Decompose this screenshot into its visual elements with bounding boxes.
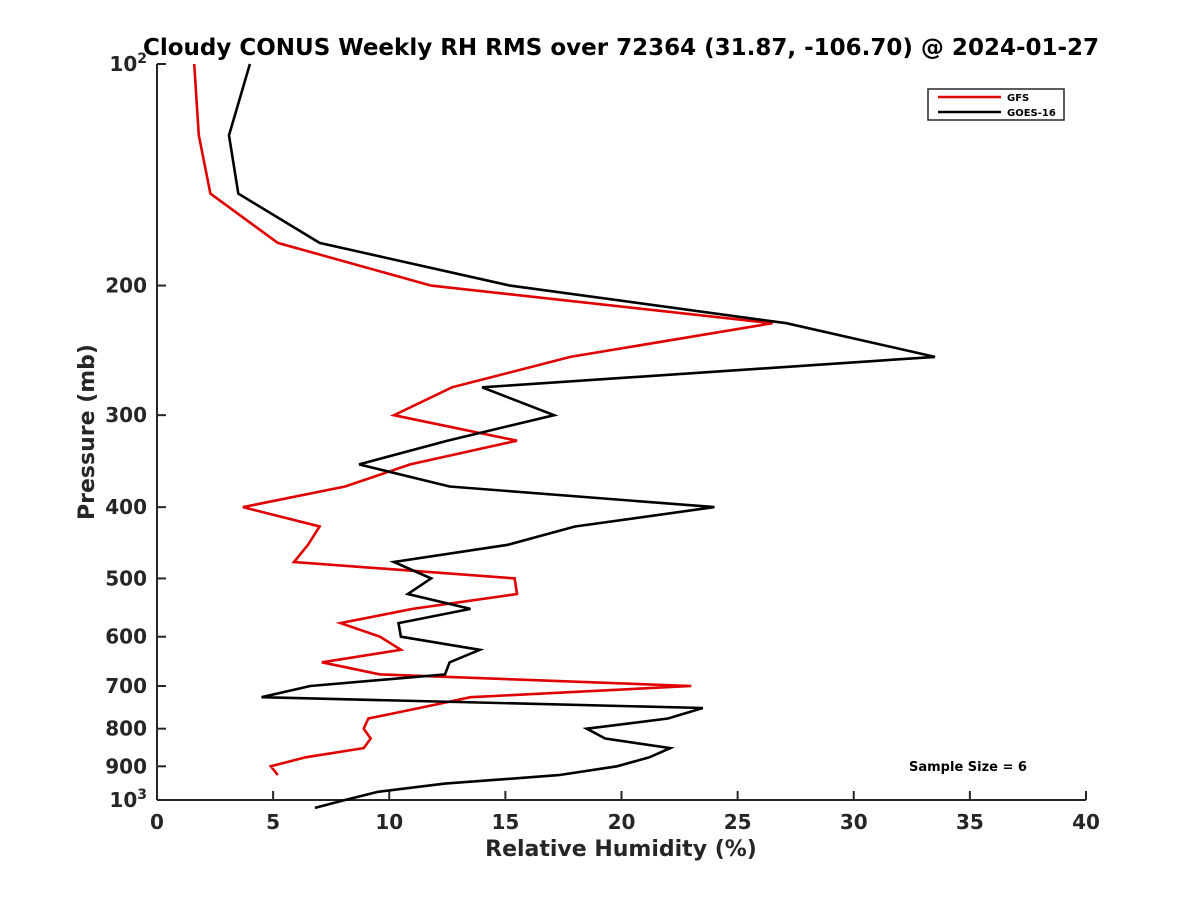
legend-label: GOES-16 [1007,108,1056,119]
series-layer [192,63,936,810]
legend-box [927,88,1065,121]
legend-items: GFS GOES-16 [938,93,1056,119]
legend-label: GFS [1007,93,1029,104]
x-tick-label: 35 [956,810,984,834]
y-tick-label: 300 [105,403,147,427]
x-tick-label: 20 [608,810,636,834]
legend: GFS GOES-16 [927,88,1065,121]
y-axis-ticks: 200 300 400 500 600 700 800 900 102 103 [105,51,166,812]
x-tick-label: 15 [491,810,519,834]
x-tick-label: 0 [150,810,164,834]
y-tick-label: 700 [105,674,147,698]
sample-size-annotation: Sample Size = 6 [909,760,1027,775]
x-tick-label: 5 [266,810,280,834]
y-tick-label: 600 [105,625,147,649]
y-tick-label: 200 [105,274,147,298]
y-power-tick-label: 103 [109,787,147,812]
y-tick-label: 900 [105,754,147,778]
x-axis-label: Relative Humidity (%) [485,837,757,862]
x-tick-label: 30 [840,810,868,834]
y-tick-label: 800 [105,717,147,741]
y-tick-label: 400 [105,495,147,519]
x-tick-label: 10 [375,810,403,834]
series-line-gfs [192,63,773,776]
chart-title: Cloudy CONUS Weekly RH RMS over 72364 (3… [143,35,1099,61]
y-power-tick-label: 102 [109,51,147,76]
y-tick-label: 500 [105,566,147,590]
y-axis-label: Pressure (mb) [75,344,100,520]
series-line-goes-16 [227,63,936,810]
x-tick-label: 40 [1072,810,1100,834]
x-tick-label: 25 [724,810,752,834]
x-axis-ticks: 0 5 10 15 20 25 30 35 40 [150,791,1100,834]
